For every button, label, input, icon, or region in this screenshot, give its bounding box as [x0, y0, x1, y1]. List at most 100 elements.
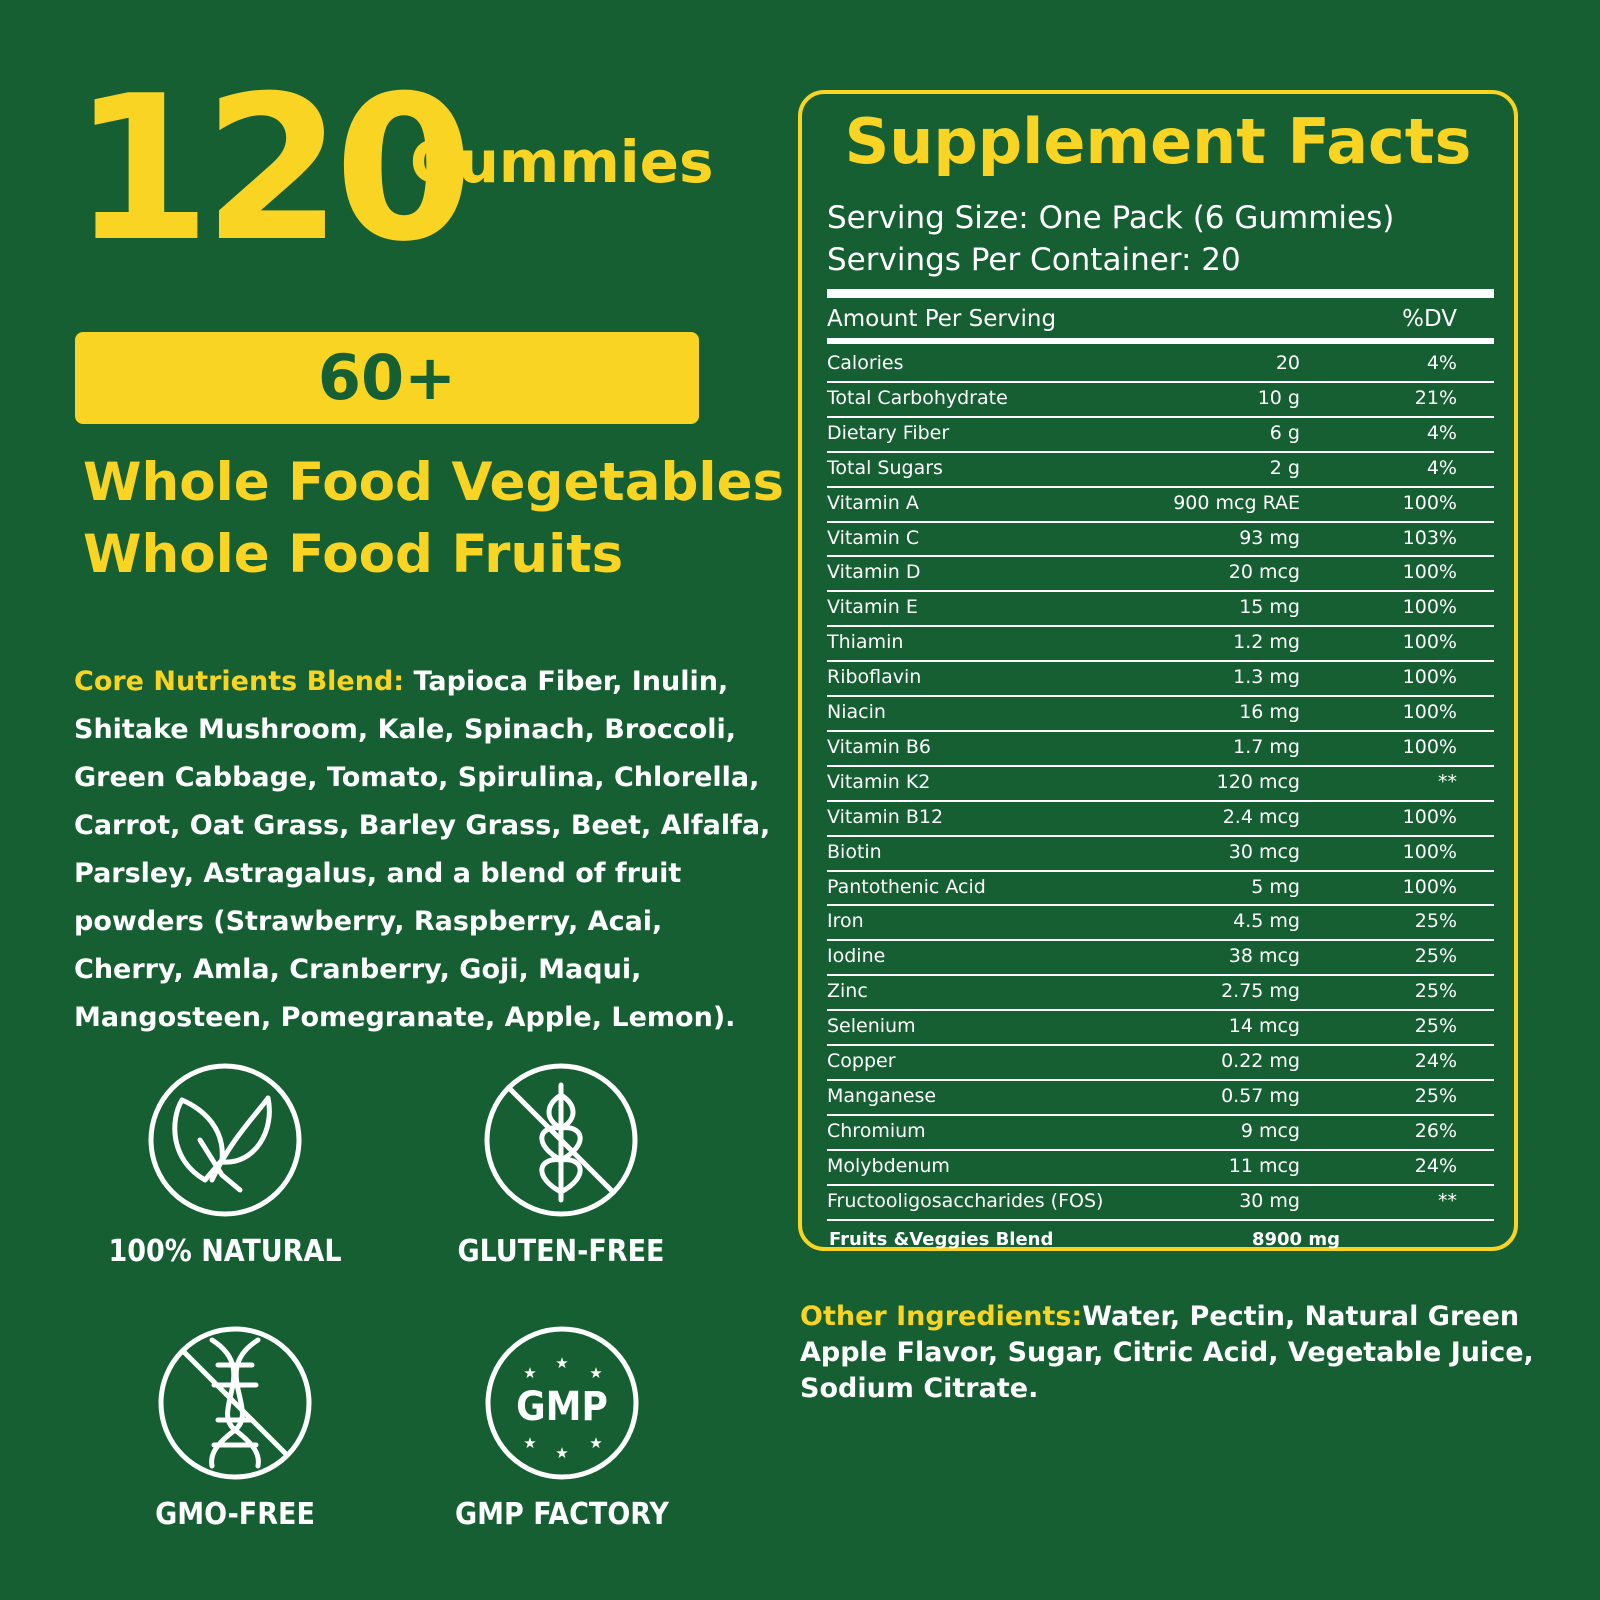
nutrient-amount: 30 mcg: [1228, 840, 1300, 863]
core-blend: Core Nutrients Blend: Tapioca Fiber, Inu…: [74, 658, 774, 1042]
nutrient-name: Zinc: [827, 980, 868, 1003]
subtitle: Whole Food Fruits: [83, 524, 624, 585]
nutrient-dv: 26%: [1414, 1119, 1457, 1142]
svg-text:★: ★: [555, 1444, 568, 1462]
header-amount: Amount Per Serving: [827, 306, 1057, 332]
row-rule: [827, 974, 1494, 977]
nutrient-dv: 25%: [1414, 910, 1457, 933]
nutrient-name: Calories: [827, 352, 904, 374]
nutrient-amount: 120 mcg: [1216, 770, 1300, 793]
nutrient-amount: 0.22 mg: [1221, 1050, 1300, 1072]
nutrient-dv: 103%: [1402, 526, 1457, 549]
nutrient-name: Vitamin E: [827, 596, 918, 619]
nutrient-dv: 25%: [1414, 1015, 1457, 1038]
nutrient-amount: 1.2 mg: [1233, 631, 1300, 654]
icon-label: 100% NATURAL: [108, 1234, 342, 1269]
nutrient-name: Iron: [827, 910, 864, 933]
nutrient-amount: 1.3 mg: [1233, 666, 1300, 689]
nutrient-name: Vitamin K2: [827, 770, 931, 793]
row-rule: [827, 555, 1494, 558]
nutrient-dv: 4%: [1426, 421, 1457, 444]
nutrient-amount: 900 mcg RAE: [1173, 491, 1300, 514]
subtitle: Whole Food Vegetables: [83, 452, 785, 513]
nutrient-amount: 30 mg: [1239, 1189, 1300, 1212]
icon-label: GMO-FREE: [155, 1497, 315, 1532]
row-rule: [827, 834, 1494, 837]
row-rule: [827, 1044, 1494, 1046]
ingredients-badge: 60+ INGREDIENTS: [75, 332, 699, 506]
nutrient-amount: 6 g: [1269, 421, 1300, 444]
row-rule: [827, 939, 1494, 942]
nutrient-dv: 100%: [1402, 631, 1457, 654]
nutrient-name: Total Carbohydrate: [827, 386, 1008, 409]
thick-rule: [827, 289, 1494, 298]
nutrient-name: Copper: [827, 1050, 896, 1072]
nutrient-dv: 4%: [1426, 456, 1457, 479]
nutrient-amount: 20 mcg: [1228, 561, 1300, 584]
nutrient-dv: 100%: [1402, 666, 1457, 689]
nutrient-amount: 20: [1275, 352, 1300, 374]
row-rule: [827, 729, 1494, 732]
row-rule: [827, 695, 1494, 697]
nutrient-name: Vitamin D: [827, 561, 921, 584]
svg-text:★: ★: [523, 1434, 536, 1452]
icon-label: GLUTEN-FREE: [457, 1234, 665, 1269]
nutrient-name: Manganese: [827, 1084, 937, 1107]
nutrient-amount: 0.57 mg: [1221, 1084, 1300, 1107]
nutrient-amount: 9 mcg: [1240, 1119, 1300, 1142]
nutrient-amount: 16 mg: [1239, 701, 1300, 723]
svg-text:★: ★: [589, 1364, 602, 1382]
other-label: Other Ingredients:: [800, 1301, 1083, 1332]
nutrient-name: Molybdenum: [827, 1154, 950, 1177]
row-rule: [827, 380, 1494, 383]
nutrient-dv: 100%: [1402, 805, 1457, 828]
nutrient-name: Vitamin B6: [827, 735, 931, 758]
nutrient-amount: 38 mcg: [1228, 945, 1300, 968]
other-text: Water, Pectin, Natural Green Apple Flavo…: [800, 1301, 1534, 1404]
nutrient-amount: 2.75 mg: [1221, 980, 1300, 1003]
nutrient-name: Total Sugars: [827, 456, 943, 479]
facts-title: Supplement Facts: [844, 105, 1472, 178]
row-rule: [827, 415, 1494, 418]
row-rule: [827, 904, 1494, 907]
gummy-unit: Gummies: [410, 128, 714, 196]
nutrient-amount: 10 g: [1257, 386, 1300, 409]
nutrient-amount: 5 mg: [1251, 875, 1300, 898]
nutrient-amount: 93 mg: [1239, 526, 1300, 549]
thick-rule: [827, 338, 1494, 344]
nutrient-dv: **: [1438, 1189, 1457, 1212]
nutrient-dv: 25%: [1414, 945, 1457, 968]
nutrient-dv: 100%: [1402, 840, 1457, 863]
row-rule: [827, 625, 1494, 628]
nutrient-dv: 100%: [1402, 561, 1457, 584]
row-rule: [827, 1218, 1494, 1221]
icon-label: GMP FACTORY: [455, 1497, 669, 1532]
nutrient-dv: 100%: [1402, 735, 1457, 758]
svg-text:★: ★: [523, 1364, 536, 1382]
row-rule: [827, 764, 1494, 767]
core-blend-text: Tapioca Fiber, Inulin, Shitake Mushroom,…: [74, 666, 771, 1033]
nutrient-amount: 1.7 mg: [1233, 735, 1300, 758]
svg-text:★: ★: [589, 1434, 602, 1452]
row-rule: [827, 1009, 1494, 1012]
nutrient-dv: 25%: [1414, 980, 1457, 1003]
nutrient-amount: 2.4 mcg: [1222, 805, 1300, 828]
row-rule: [827, 590, 1494, 593]
nutrient-name: Thiamin: [827, 631, 904, 654]
nutrient-dv: 100%: [1402, 875, 1457, 898]
row-rule: [827, 799, 1494, 802]
row-rule: [827, 520, 1494, 523]
nutrient-name: Biotin: [827, 840, 882, 863]
nutrient-name: Iodine: [827, 945, 886, 968]
svg-text:★: ★: [555, 1354, 568, 1372]
icons: ★ ★ ★ ★ ★ ★ GMP: [148, 1063, 639, 1480]
nutrient-amount: 4.5 mg: [1233, 910, 1300, 933]
nutrient-name: Dietary Fiber: [827, 421, 950, 444]
nutrient-amount: 2 g: [1269, 456, 1300, 479]
nutrient-dv: 100%: [1402, 596, 1457, 619]
row-rule: [827, 450, 1494, 453]
row-rule: [827, 1183, 1494, 1186]
servings-per-container: Servings Per Container: 20: [827, 242, 1241, 278]
nutrient-name: Vitamin C: [827, 526, 920, 549]
blend-name: Fruits &Veggies Blend: [829, 1228, 1054, 1250]
